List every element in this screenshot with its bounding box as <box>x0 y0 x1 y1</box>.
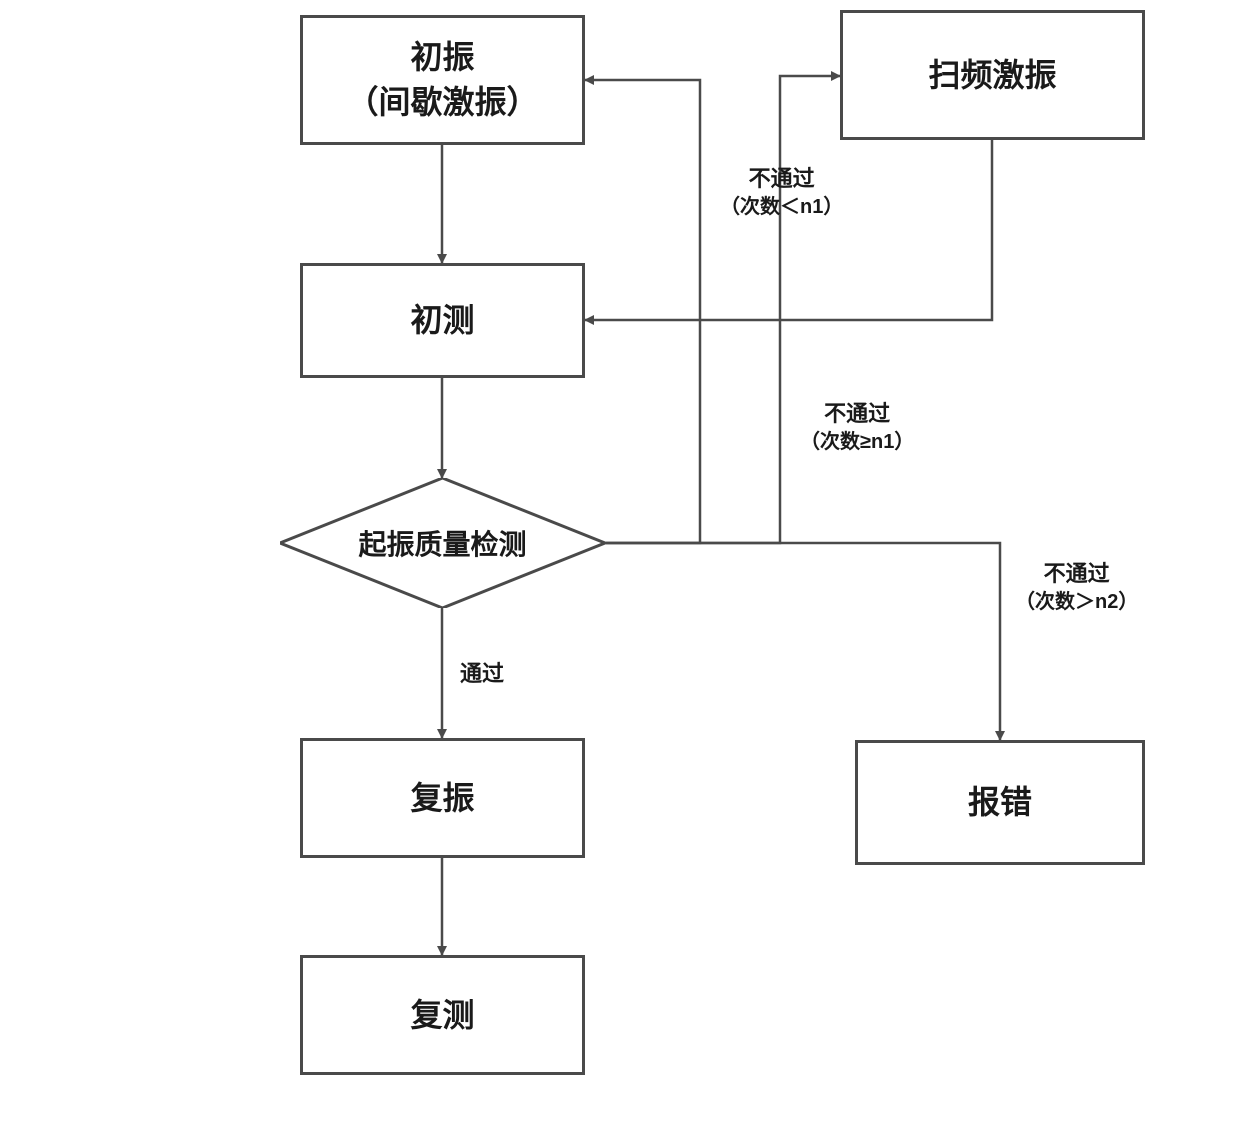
edge-label-fail-ge-n1-line1: 不通过 <box>800 400 914 429</box>
node-init-test-label: 初测 <box>410 298 474 343</box>
node-quality-check: 起振质量检测 <box>280 478 605 608</box>
edge-label-fail-ge-n1-line2: （次数≥n1） <box>800 429 914 455</box>
edge-quality-initvib <box>585 80 700 543</box>
edge-label-fail-gt-n2: 不通过 （次数＞n2） <box>1015 560 1138 615</box>
node-error-label: 报错 <box>968 780 1032 825</box>
node-sweep-vib-label: 扫频激振 <box>928 53 1056 98</box>
edge-label-pass: 通过 <box>460 660 504 689</box>
node-quality-check-label: 起振质量检测 <box>358 523 526 563</box>
edge-quality-error <box>605 543 1000 740</box>
edge-label-fail-lt-n1-line2: （次数＜n1） <box>720 194 843 220</box>
edge-label-fail-gt-n2-line1: 不通过 <box>1015 560 1138 589</box>
edge-label-fail-gt-n2-line2: （次数＞n2） <box>1015 589 1138 615</box>
flowchart-canvas: 初振 （间歇激振） 扫频激振 初测 起振质量检测 复振 复测 报错 通过 不通过… <box>0 0 1257 1133</box>
edge-quality-sweepvib <box>605 76 840 543</box>
node-re-test: 复测 <box>300 955 585 1075</box>
node-init-vib-line1: 初振 <box>346 35 538 80</box>
edge-label-fail-lt-n1: 不通过 （次数＜n1） <box>720 165 843 220</box>
edge-label-fail-ge-n1: 不通过 （次数≥n1） <box>800 400 914 455</box>
edge-label-pass-text: 通过 <box>460 661 504 686</box>
node-init-test: 初测 <box>300 263 585 378</box>
node-re-vib: 复振 <box>300 738 585 858</box>
node-init-vib: 初振 （间歇激振） <box>300 15 585 145</box>
node-re-vib-label: 复振 <box>410 776 474 821</box>
node-re-test-label: 复测 <box>410 993 474 1038</box>
node-error: 报错 <box>855 740 1145 865</box>
node-sweep-vib: 扫频激振 <box>840 10 1145 140</box>
node-init-vib-line2: （间歇激振） <box>346 80 538 125</box>
edge-label-fail-lt-n1-line1: 不通过 <box>720 165 843 194</box>
